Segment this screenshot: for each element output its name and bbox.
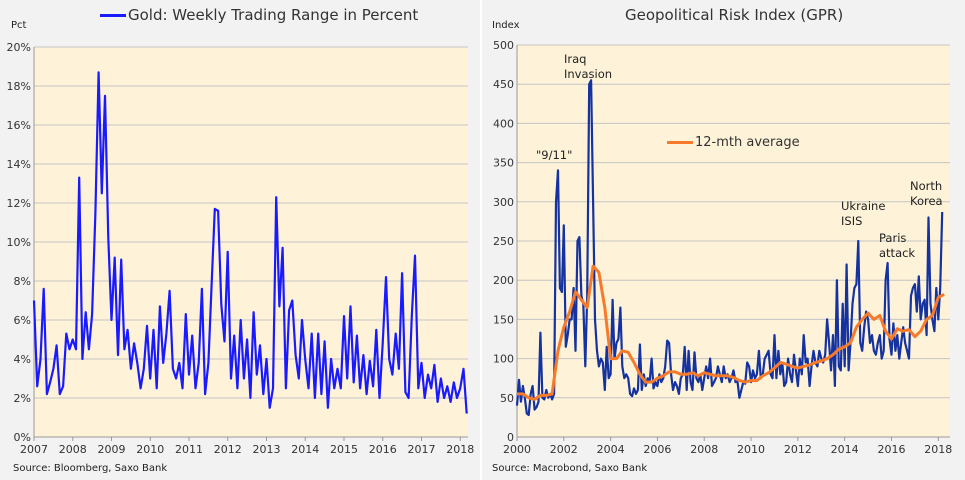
gold-source: Source: Bloomberg, Saxo Bank bbox=[13, 463, 168, 474]
gold-chart-panel: 0% 2% 4% 6% 8% 10% 12% 14% 16% 18% 20% 2007 2008 2009… bbox=[0, 0, 480, 480]
gold-y-tick-label: 6% bbox=[14, 314, 31, 327]
gold-x-tick-label: 2017 bbox=[408, 443, 436, 456]
gpr-y-tick-label: 250 bbox=[493, 235, 514, 248]
gold-y-tick-label: 2% bbox=[14, 392, 31, 405]
gold-y-tick-label: 10% bbox=[7, 236, 31, 249]
gpr-legend: 12-mth average bbox=[667, 135, 800, 150]
gpr-y-tick-label: 450 bbox=[493, 78, 514, 91]
gold-y-tick-label: 4% bbox=[14, 353, 31, 366]
gold-x-tick-label: 2008 bbox=[59, 443, 87, 456]
gpr-legend-label: 12-mth average bbox=[695, 135, 800, 150]
gpr-y-tick-label: 350 bbox=[493, 157, 514, 170]
gold-x-tick-label: 2015 bbox=[330, 443, 358, 456]
gpr-y-tick-label: 150 bbox=[493, 313, 514, 326]
gpr-y-tick-label: 500 bbox=[493, 39, 514, 52]
gold-legend-swatch bbox=[100, 14, 126, 17]
gold-y-tick-label: 16% bbox=[7, 119, 31, 132]
gold-x-tick-label: 2012 bbox=[214, 443, 242, 456]
gpr-y-tick-label: 200 bbox=[493, 274, 514, 287]
gold-chart-title: Gold: Weekly Trading Range in Percent bbox=[100, 6, 418, 24]
gpr-x-tick-label: 2004 bbox=[597, 443, 625, 456]
gpr-y-axis-label: Index bbox=[492, 20, 520, 31]
gold-y-tick-label: 14% bbox=[7, 158, 31, 171]
gpr-x-tick-label: 2018 bbox=[924, 443, 952, 456]
gold-x-tick-label: 2013 bbox=[253, 443, 281, 456]
gold-y-axis-label: Pct bbox=[11, 20, 27, 31]
gpr-y-tick-label: 0 bbox=[507, 431, 514, 444]
gold-y-tick-label: 12% bbox=[7, 197, 31, 210]
gold-y-tick-label: 0% bbox=[14, 431, 31, 444]
annotation-north-korea: North Korea bbox=[910, 179, 943, 208]
gold-x-tick-label: 2014 bbox=[291, 443, 319, 456]
gold-x-tick-label: 2007 bbox=[20, 443, 48, 456]
gpr-chart-svg: 0 50 100 150 200 250 300 350 400 450 500 2000 2002 20… bbox=[493, 39, 952, 456]
gpr-series-line-1 bbox=[517, 264, 945, 401]
gold-y-tick-label: 18% bbox=[7, 80, 31, 93]
gpr-chart-title: Geopolitical Risk Index (GPR) bbox=[625, 6, 844, 24]
gpr-source: Source: Macrobond, Saxo Bank bbox=[492, 463, 648, 474]
gpr-x-tick-label: 2008 bbox=[690, 443, 718, 456]
gpr-x-tick-label: 2014 bbox=[831, 443, 859, 456]
gpr-series-line-0 bbox=[515, 79, 944, 417]
gold-x-tick-label: 2016 bbox=[369, 443, 397, 456]
gpr-legend-swatch bbox=[667, 141, 693, 144]
annotation-9-11: "9/11" bbox=[536, 148, 573, 162]
gpr-x-tick-label: 2016 bbox=[877, 443, 905, 456]
gpr-x-tick-label: 2002 bbox=[550, 443, 578, 456]
gpr-y-tick-label: 300 bbox=[493, 196, 514, 209]
gpr-x-tick-label: 2012 bbox=[784, 443, 812, 456]
gold-x-tick-label: 2011 bbox=[175, 443, 203, 456]
gold-y-tick-label: 20% bbox=[7, 41, 31, 54]
gpr-x-tick-label: 2000 bbox=[503, 443, 531, 456]
gpr-y-tick-label: 400 bbox=[493, 117, 514, 130]
gold-legend-label: Gold: Weekly Trading Range in Percent bbox=[128, 6, 419, 24]
gold-chart-svg: 0% 2% 4% 6% 8% 10% 12% 14% 16% 18% 20% 2007 2008 2009… bbox=[7, 41, 475, 456]
gold-x-tick-label: 2010 bbox=[136, 443, 164, 456]
gpr-x-tick-label: 2006 bbox=[643, 443, 671, 456]
panel-divider bbox=[480, 0, 482, 480]
gold-y-tick-label: 8% bbox=[14, 275, 31, 288]
gpr-chart-panel: 0 50 100 150 200 250 300 350 400 450 500 2000 2002 20… bbox=[482, 0, 965, 480]
gpr-y-tick-label: 50 bbox=[500, 392, 514, 405]
gold-x-tick-label: 2018 bbox=[446, 443, 474, 456]
annotation-iraq-invasion: Iraq Invasion bbox=[564, 52, 613, 81]
annotation-paris-attack: Paris attack bbox=[879, 231, 916, 260]
gold-x-tick-label: 2009 bbox=[98, 443, 126, 456]
annotation-ukraine-isis: Ukraine ISIS bbox=[841, 199, 886, 228]
gpr-y-tick-label: 100 bbox=[493, 353, 514, 366]
gold-series-line-0 bbox=[32, 71, 468, 414]
gpr-x-tick-label: 2010 bbox=[737, 443, 765, 456]
